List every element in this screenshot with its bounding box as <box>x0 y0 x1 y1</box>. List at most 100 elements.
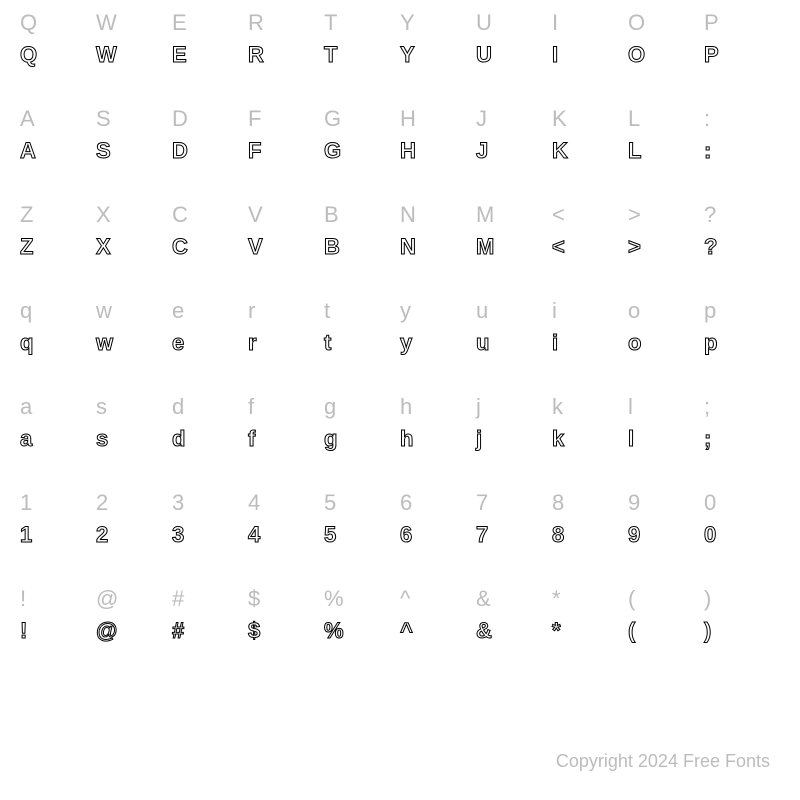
char-label: C <box>172 204 188 226</box>
char-sample: Y <box>400 44 416 66</box>
char-sample: W <box>96 44 118 66</box>
char-label: N <box>400 204 416 226</box>
char-label: P <box>704 12 719 34</box>
char-label: f <box>248 396 255 418</box>
char-cell: NN <box>400 204 476 300</box>
char-cell: 33 <box>172 492 248 588</box>
char-label: k <box>552 396 564 418</box>
char-sample: 7 <box>476 524 489 546</box>
char-sample: Q <box>20 44 38 66</box>
char-cell: kk <box>552 396 628 492</box>
char-label: X <box>96 204 111 226</box>
char-label: s <box>96 396 108 418</box>
char-sample: 5 <box>324 524 337 546</box>
char-sample: H <box>400 140 417 162</box>
char-cell: II <box>552 12 628 108</box>
char-sample: U <box>476 44 493 66</box>
char-label: I <box>552 12 559 34</box>
char-cell: 00 <box>704 492 780 588</box>
char-label: M <box>476 204 495 226</box>
char-label: p <box>704 300 717 322</box>
char-label: * <box>552 588 561 610</box>
char-label: Q <box>20 12 38 34</box>
char-sample: i <box>552 332 559 354</box>
char-label: 0 <box>704 492 717 514</box>
char-cell: HH <box>400 108 476 204</box>
char-sample: N <box>400 236 417 258</box>
char-cell: gg <box>324 396 400 492</box>
char-cell: && <box>476 588 552 684</box>
char-label: t <box>324 300 331 322</box>
char-cell: @@ <box>96 588 172 684</box>
char-label: 4 <box>248 492 261 514</box>
char-sample: 0 <box>704 524 717 546</box>
char-sample: B <box>324 236 341 258</box>
char-cell: UU <box>476 12 552 108</box>
char-sample: q <box>20 332 34 354</box>
char-cell: ?? <box>704 204 780 300</box>
char-label: j <box>476 396 481 418</box>
char-cell: %% <box>324 588 400 684</box>
char-cell: << <box>552 204 628 300</box>
char-sample: M <box>476 236 495 258</box>
char-cell: YY <box>400 12 476 108</box>
char-label: ? <box>704 204 717 226</box>
char-label: H <box>400 108 416 130</box>
char-cell: ee <box>172 300 248 396</box>
char-sample: E <box>172 44 188 66</box>
char-cell: 99 <box>628 492 704 588</box>
char-cell: BB <box>324 204 400 300</box>
char-sample: A <box>20 140 37 162</box>
char-cell: ll <box>628 396 704 492</box>
char-label: 8 <box>552 492 565 514</box>
char-cell: pp <box>704 300 780 396</box>
char-cell: ss <box>96 396 172 492</box>
char-label: : <box>704 108 711 130</box>
char-sample: d <box>172 428 186 450</box>
char-sample: I <box>552 44 559 66</box>
char-sample: > <box>628 236 642 258</box>
char-sample: l <box>628 428 635 450</box>
char-cell: :: <box>704 108 780 204</box>
char-sample: J <box>476 140 489 162</box>
char-sample: & <box>476 620 493 642</box>
char-cell: ;; <box>704 396 780 492</box>
char-label: $ <box>248 588 261 610</box>
char-label: 1 <box>20 492 33 514</box>
char-label: 5 <box>324 492 337 514</box>
char-cell: PP <box>704 12 780 108</box>
char-cell: MM <box>476 204 552 300</box>
char-sample: o <box>628 332 642 354</box>
char-cell: jj <box>476 396 552 492</box>
char-label: & <box>476 588 491 610</box>
char-cell: 44 <box>248 492 324 588</box>
char-label: U <box>476 12 492 34</box>
char-cell: 11 <box>20 492 96 588</box>
char-cell: tt <box>324 300 400 396</box>
char-cell: RR <box>248 12 324 108</box>
char-cell: WW <box>96 12 172 108</box>
char-label: w <box>96 300 112 322</box>
char-sample: $ <box>248 620 261 642</box>
char-label: i <box>552 300 557 322</box>
char-sample: K <box>552 140 569 162</box>
char-label: O <box>628 12 646 34</box>
char-sample: h <box>400 428 414 450</box>
char-cell: qq <box>20 300 96 396</box>
char-cell: 55 <box>324 492 400 588</box>
character-map-grid: QQWWEERRTTYYUUIIOOPPAASSDDFFGGHHJJKKLL::… <box>20 12 780 684</box>
char-sample: s <box>96 428 109 450</box>
char-cell: ** <box>552 588 628 684</box>
char-sample: R <box>248 44 265 66</box>
char-sample: @ <box>96 620 118 642</box>
char-label: ) <box>704 588 712 610</box>
char-label: Z <box>20 204 34 226</box>
char-label: 3 <box>172 492 185 514</box>
char-sample: k <box>552 428 565 450</box>
copyright-text: Copyright 2024 Free Fonts <box>556 751 770 772</box>
char-cell: !! <box>20 588 96 684</box>
char-label: L <box>628 108 641 130</box>
char-sample: e <box>172 332 185 354</box>
char-label: E <box>172 12 187 34</box>
char-cell: ww <box>96 300 172 396</box>
